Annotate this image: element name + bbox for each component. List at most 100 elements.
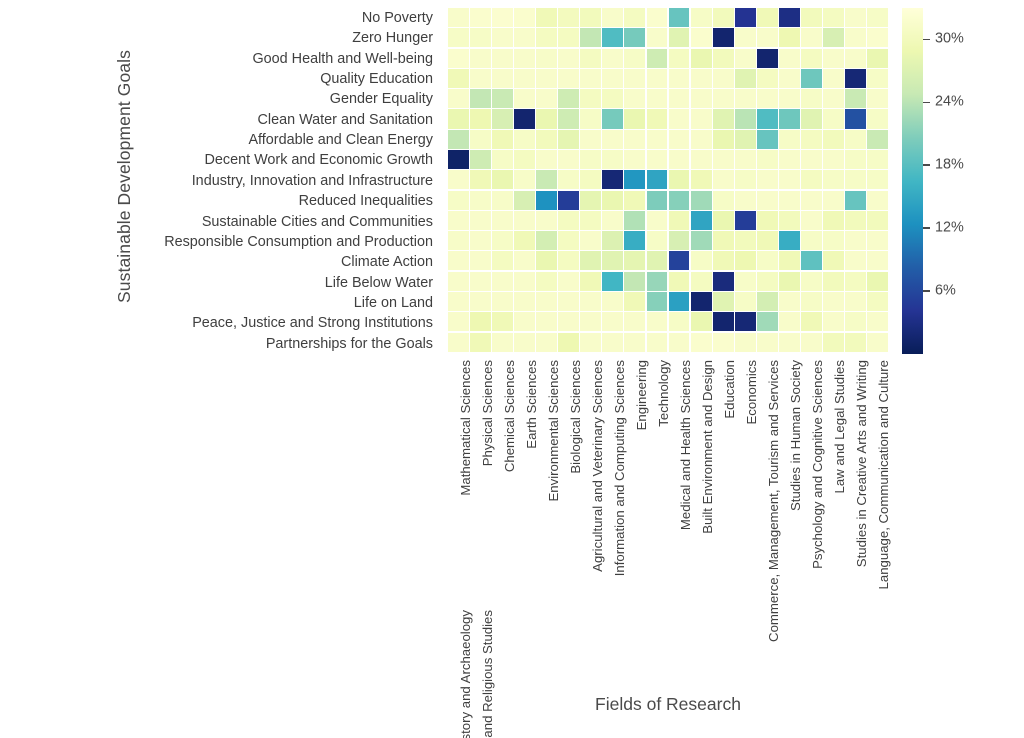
heatmap-cell (470, 149, 491, 170)
heatmap-cell (558, 170, 580, 190)
heatmap-cell (778, 89, 800, 109)
heatmap-cell (867, 271, 888, 291)
heatmap-cell (823, 48, 844, 68)
heatmap-cell (646, 170, 668, 190)
column-label-slot: Medical and Health Sciences (668, 356, 693, 606)
heatmap-cell (558, 190, 580, 210)
heatmap-cell (845, 312, 866, 332)
heatmap-cell (778, 68, 800, 88)
heatmap-cell (823, 332, 844, 352)
heatmap-cell (690, 312, 712, 332)
heatmap-cell (690, 271, 712, 291)
heatmap-cell (536, 129, 558, 149)
heatmap-cell (602, 312, 624, 332)
heatmap-cell (756, 8, 778, 28)
heatmap-cell (624, 129, 646, 149)
heatmap-cell (734, 332, 756, 352)
row-label: Sustainable Cities and Communities (201, 213, 433, 230)
heatmap-cell (558, 149, 580, 170)
heatmap-cell (778, 251, 800, 271)
heatmap-cell (712, 332, 734, 352)
heatmap-cell (580, 129, 602, 149)
heatmap-cell (778, 332, 800, 352)
row-label: Peace, Justice and Strong Institutions (192, 315, 433, 332)
heatmap-cell (823, 149, 844, 170)
heatmap-cell (492, 251, 513, 271)
heatmap-cell (580, 271, 602, 291)
heatmap-cell (646, 291, 668, 312)
heatmap-cell (492, 210, 513, 230)
heatmap-cell (558, 251, 580, 271)
heatmap-cell (712, 190, 734, 210)
column-label-slot: Studies in Human Society (778, 356, 803, 606)
heatmap-cell (646, 231, 668, 251)
heatmap-cell (800, 89, 822, 109)
heatmap-cell (734, 48, 756, 68)
heatmap-cell (734, 109, 756, 129)
heatmap-cell (624, 48, 646, 68)
heatmap-cell (756, 251, 778, 271)
heatmap-cell (492, 68, 513, 88)
heatmap-cell (668, 210, 690, 230)
heatmap-cell (845, 332, 866, 352)
heatmap-cell (756, 231, 778, 251)
heatmap-cell (800, 190, 822, 210)
heatmap-cell (448, 129, 469, 149)
heatmap-cell (492, 28, 513, 48)
heatmap-cell (845, 149, 866, 170)
column-label-slot: Environmental Sciences (536, 356, 561, 606)
heatmap-cell (734, 149, 756, 170)
heatmap-cell (867, 332, 888, 352)
heatmap-cell (470, 129, 491, 149)
heatmap-cell (602, 332, 624, 352)
heatmap-cell (778, 48, 800, 68)
row-label: Clean Water and Sanitation (257, 111, 433, 128)
heatmap-cell (558, 271, 580, 291)
colorbar-tick-mark (923, 38, 930, 41)
heatmap-cell (690, 48, 712, 68)
heatmap-cell (800, 28, 822, 48)
colorbar-tick-mark (923, 227, 930, 229)
column-label-slot: Economics (734, 356, 759, 606)
row-label: Gender Equality (329, 91, 433, 108)
heatmap-cell (823, 68, 844, 88)
colorbar-tick-mark (923, 164, 930, 167)
heatmap-cell (536, 68, 558, 88)
heatmap-cell (845, 231, 866, 251)
heatmap-cell (470, 109, 491, 129)
heatmap-cell (448, 48, 469, 68)
row-label: No Poverty (361, 9, 433, 26)
heatmap-cell (514, 28, 536, 48)
column-label-slot: Chemical Sciences (492, 356, 517, 606)
column-label-slot: Psychology and Cognitive Sciences (800, 356, 825, 606)
column-label-slot: Built Environment and Design (690, 356, 715, 606)
heatmap-cell (624, 210, 646, 230)
heatmap-cell (712, 28, 734, 48)
column-label-slot: Studies in Creative Arts and Writing (844, 356, 869, 606)
heatmap-cell (602, 210, 624, 230)
heatmap-cell (712, 68, 734, 88)
heatmap-cell (558, 48, 580, 68)
heatmap-cell (536, 231, 558, 251)
heatmap-cell (823, 251, 844, 271)
column-label-slot: Earth Sciences (514, 356, 539, 606)
heatmap-cell (470, 89, 491, 109)
row-label: Good Health and Well-being (252, 50, 433, 67)
heatmap-cell (558, 231, 580, 251)
heatmap-cell (668, 231, 690, 251)
heatmap-cell (514, 312, 536, 332)
heatmap-cell (492, 312, 513, 332)
heatmap-cell (448, 190, 469, 210)
heatmap-cell (823, 8, 844, 28)
column-label-slot: Physical Sciences (470, 356, 495, 606)
heatmap-cell (580, 68, 602, 88)
heatmap-cell (646, 129, 668, 149)
heatmap-cell (514, 271, 536, 291)
heatmap-cell (712, 109, 734, 129)
heatmap-cell (690, 210, 712, 230)
heatmap-cell (580, 48, 602, 68)
heatmap-cell (800, 332, 822, 352)
heatmap-cell (646, 210, 668, 230)
heatmap-cell (734, 210, 756, 230)
